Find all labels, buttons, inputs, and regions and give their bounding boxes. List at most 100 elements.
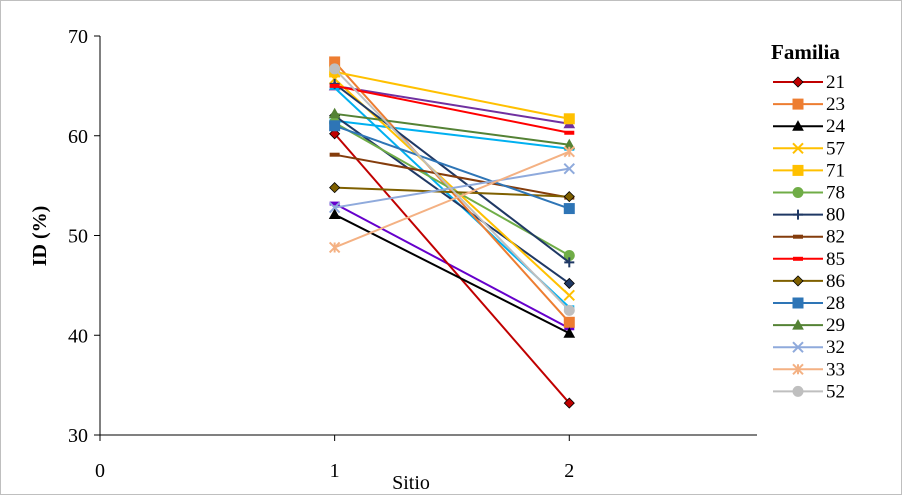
data-point: [563, 113, 575, 125]
legend-label: 33: [826, 359, 845, 380]
legend-item-28: 28: [773, 293, 845, 314]
legend-item-52: 52: [773, 381, 845, 402]
legend-item-71: 71: [773, 160, 845, 181]
legend-label: 29: [826, 315, 845, 336]
legend-marker: [792, 363, 804, 376]
legend-item-33: 33: [773, 359, 845, 380]
y-tick-label: 30: [68, 425, 88, 447]
legend-label: 85: [826, 249, 845, 270]
y-tick-label: 70: [68, 26, 88, 48]
x-tick-label: 0: [95, 460, 105, 482]
series-line: [333, 68, 571, 312]
legend-item-80: 80: [773, 205, 845, 226]
series-line: [334, 84, 570, 134]
legend-marker: [793, 234, 803, 239]
data-point: [563, 277, 575, 289]
series-85: [329, 83, 575, 135]
legend-item-78: 78: [773, 183, 845, 204]
x-tick-label: 1: [330, 460, 340, 482]
data-point: [564, 130, 575, 135]
data-point: [563, 397, 575, 409]
series-line: [334, 119, 570, 150]
x-tick-label: 2: [564, 460, 574, 482]
data-point: [328, 208, 341, 220]
legend-label: 32: [826, 337, 845, 358]
legend-marker: [792, 275, 804, 287]
series-line: [334, 84, 570, 125]
legend-item-85: 85: [773, 249, 845, 270]
legend-marker: [792, 142, 804, 155]
data-point: [563, 289, 575, 302]
series-line: [334, 213, 570, 335]
legend-item-24: 24: [773, 116, 846, 137]
legend-item-57: 57: [773, 138, 845, 159]
series-32: [328, 162, 575, 214]
legend-marker: [793, 209, 803, 220]
legend-marker: [792, 120, 804, 131]
legend-item-32: 32: [773, 337, 845, 358]
legend-label: 28: [826, 293, 845, 314]
data-point: [563, 316, 575, 328]
legend-label: 23: [826, 94, 845, 115]
legend-item-29: 29: [773, 315, 845, 336]
legend-label: 82: [826, 227, 845, 248]
data-point: [328, 241, 341, 254]
legend-item-82: 82: [773, 227, 845, 248]
legend-marker: [792, 341, 804, 353]
data-point: [329, 120, 341, 132]
legend-marker: [792, 385, 804, 397]
data-point: [563, 203, 575, 215]
legend-label: 52: [826, 381, 845, 402]
data-point: [329, 152, 340, 157]
legend-label: 78: [826, 183, 845, 204]
data-point: [329, 201, 340, 206]
legend-label: 86: [826, 271, 845, 292]
legend-item-21: 21: [773, 72, 845, 93]
series-layer: [328, 56, 576, 409]
series-24: [328, 208, 576, 338]
legend-marker: [792, 76, 804, 88]
legend-item-86: 86: [773, 271, 845, 292]
series-line: [334, 150, 570, 249]
legend-label: 80: [826, 205, 845, 226]
series-33: [328, 146, 575, 254]
y-tick-label: 50: [68, 226, 88, 248]
legend-title: Familia: [771, 40, 840, 64]
series-line: [334, 153, 570, 199]
series-line: [334, 112, 570, 146]
data-point: [564, 257, 575, 268]
data-point: [328, 201, 341, 214]
series-28: [329, 120, 575, 215]
x-axis-title: Sitio: [392, 472, 430, 494]
legend-label: 24: [826, 116, 846, 137]
series-29: [328, 107, 576, 150]
series-line: [334, 202, 570, 330]
x-axis-ticks: 0 1 2: [95, 435, 574, 482]
data-point: [328, 107, 341, 119]
data-point: [563, 191, 575, 203]
legend-label: 71: [826, 160, 845, 181]
legend-marker: [792, 319, 804, 330]
legend-marker: [792, 187, 804, 198]
legend-marker: [792, 98, 804, 110]
series-line: [334, 167, 570, 209]
legend-marker: [792, 164, 804, 176]
data-point: [329, 83, 340, 88]
legend-label: 21: [826, 72, 845, 93]
legend-marker: [792, 297, 804, 309]
data-point: [563, 327, 576, 338]
data-point: [563, 162, 575, 175]
data-point: [329, 63, 341, 75]
series-line: [334, 70, 570, 120]
series-52: [329, 63, 575, 316]
data-point: [563, 146, 575, 158]
legend-item-23: 23: [773, 94, 845, 115]
y-axis-ticks: 30 40 50 60 70: [68, 26, 100, 447]
series-line: [333, 133, 571, 404]
y-axis-title: ID (%): [29, 206, 51, 267]
y-tick-label: 40: [68, 325, 88, 347]
